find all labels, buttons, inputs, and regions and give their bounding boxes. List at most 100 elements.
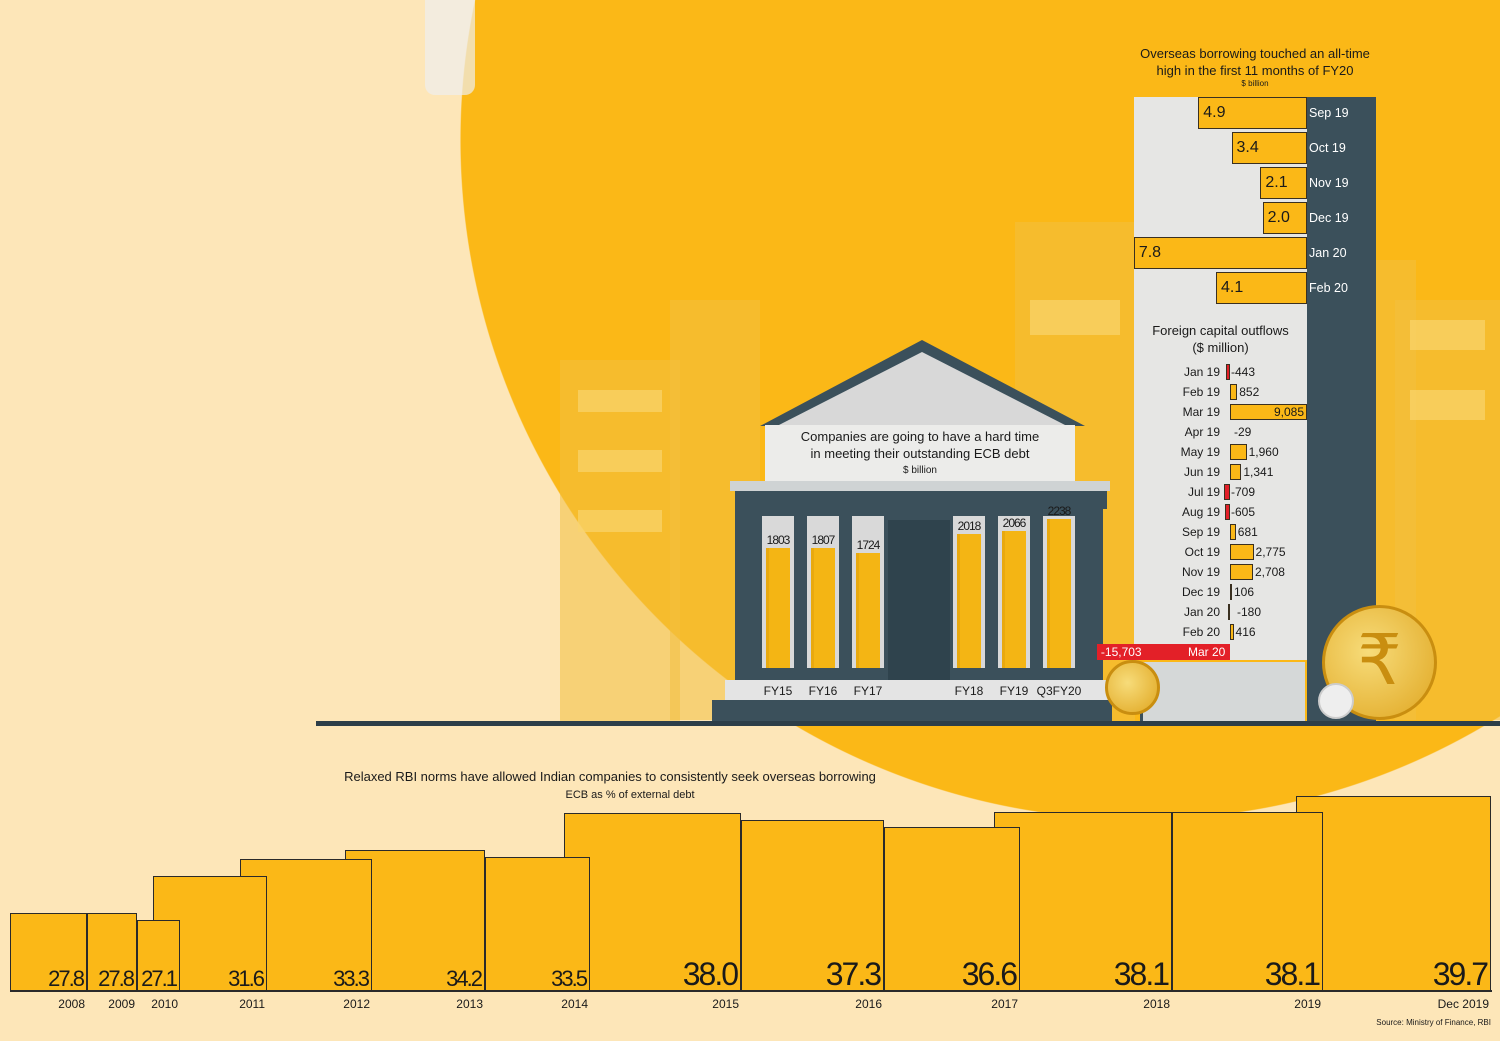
bar xyxy=(485,857,590,990)
bar xyxy=(884,826,1020,990)
column-bar xyxy=(957,533,981,668)
bar-category: Nov 19 xyxy=(1181,565,1220,579)
column-bar xyxy=(1002,530,1026,668)
bar-category: 2014 xyxy=(561,997,588,1011)
column-value: 2238 xyxy=(1047,504,1072,519)
bar-value: 34.2 xyxy=(446,966,483,991)
bar-category: Mar 20 xyxy=(1188,645,1226,659)
column-category: Q3FY20 xyxy=(1036,684,1082,698)
bar-value: 38.1 xyxy=(1113,956,1170,992)
bar-value: 9,085 xyxy=(1273,405,1304,419)
bar-category: Mar 19 xyxy=(1182,405,1220,419)
bar-category: Nov 19 xyxy=(1309,176,1349,190)
ground-line xyxy=(316,721,1500,726)
bar-value: -29 xyxy=(1234,425,1252,439)
bar-value: 416 xyxy=(1235,625,1256,639)
column-category: FY17 xyxy=(853,684,883,698)
bar-value: 33.5 xyxy=(551,966,588,991)
bar xyxy=(1230,624,1234,640)
bar xyxy=(1223,484,1230,500)
column-value: 2066 xyxy=(1002,515,1027,530)
bar-category: Dec 19 xyxy=(1181,585,1220,599)
bar-value: 681 xyxy=(1237,525,1258,539)
bar-category: Jun 19 xyxy=(1183,465,1220,479)
column-bar xyxy=(1047,519,1071,668)
bar-value: 2,775 xyxy=(1255,545,1286,559)
bar xyxy=(10,913,87,990)
bar-value: 2,708 xyxy=(1254,565,1285,579)
rupee-coin-icon: ₹ xyxy=(1322,605,1437,720)
bar xyxy=(564,813,741,990)
bar-category: Feb 20 xyxy=(1182,625,1220,639)
x-axis xyxy=(10,990,1492,992)
column-value: 1724 xyxy=(856,538,881,553)
bar xyxy=(1096,644,1230,660)
silver-coin-icon xyxy=(1318,683,1354,719)
bar xyxy=(1230,404,1307,420)
bar-category: Jan 20 xyxy=(1183,605,1220,619)
bar-value: -605 xyxy=(1231,505,1256,519)
overseas-title-line1: Overseas borrowing touched an all-time xyxy=(1140,46,1370,61)
bar-category: Aug 19 xyxy=(1181,505,1220,519)
bar: 2.0 xyxy=(1262,202,1307,234)
bar-category: Sep 19 xyxy=(1181,525,1220,539)
ecb-share-subtitle: ECB as % of external debt xyxy=(565,789,695,801)
bar-category: 2017 xyxy=(991,997,1018,1011)
bar-category: 2016 xyxy=(855,997,882,1011)
bar xyxy=(137,920,180,990)
bar xyxy=(1226,364,1230,380)
bar-value: 39.7 xyxy=(1432,956,1489,992)
column-value: 1803 xyxy=(766,533,791,548)
bar xyxy=(741,819,884,990)
overseas-unit: $ billion xyxy=(1241,79,1269,88)
bar xyxy=(1230,444,1247,460)
bar-value: 852 xyxy=(1239,385,1260,399)
bar-category: Dec 19 xyxy=(1309,211,1349,225)
bar-category: 2015 xyxy=(712,997,739,1011)
ecb-debt-unit: $ billion xyxy=(903,465,937,476)
bar-category: Apr 19 xyxy=(1184,425,1220,439)
bar-category: 2013 xyxy=(456,997,483,1011)
column-value: 2018 xyxy=(957,518,982,533)
column-bar xyxy=(856,553,880,668)
bar-value: -180 xyxy=(1237,605,1262,619)
bar-value: 38.1 xyxy=(1264,956,1321,992)
rupee-coin-icon xyxy=(1105,660,1160,715)
bar-category: 2019 xyxy=(1294,997,1321,1011)
bank-roof xyxy=(760,340,1085,426)
bar xyxy=(1224,504,1230,520)
ecb-debt-title-line2: in meeting their outstanding ECB debt xyxy=(810,446,1030,461)
overseas-title-line2: high in the first 11 months of FY20 xyxy=(1156,63,1354,78)
bar: 4.1 xyxy=(1215,272,1307,304)
bar-category: 2011 xyxy=(239,997,265,1011)
column-category: FY16 xyxy=(808,684,838,698)
outflows-title-line2: ($ million) xyxy=(1192,340,1249,355)
bank-pediment xyxy=(765,425,1075,482)
decorative-shape xyxy=(425,0,475,95)
bar xyxy=(1230,564,1253,580)
source-note: Source: Ministry of Finance, RBI xyxy=(1376,1018,1491,1027)
overseas-title: Overseas borrowing touched an all-time hi… xyxy=(1120,45,1390,89)
bar: 2.1 xyxy=(1260,167,1307,199)
column-bar xyxy=(766,548,790,668)
column-value: 1807 xyxy=(811,532,836,547)
bar-category: 2018 xyxy=(1143,997,1170,1011)
bar-value: 27.1 xyxy=(141,966,178,991)
bar-value: 36.6 xyxy=(961,956,1018,992)
bar xyxy=(1230,584,1232,600)
bar xyxy=(1230,544,1254,560)
bar-value: -709 xyxy=(1231,485,1256,499)
bar-category: May 19 xyxy=(1180,445,1220,459)
bar-category: 2010 xyxy=(151,997,178,1011)
bar-value: 27.8 xyxy=(98,966,135,991)
ecb-debt-title: Companies are going to have a hard time i… xyxy=(770,428,1070,479)
bar-category: Dec 2019 xyxy=(1437,997,1489,1011)
bar xyxy=(1230,524,1236,540)
bar-value: 27.8 xyxy=(48,966,85,991)
column-category: FY18 xyxy=(954,684,984,698)
bar-value: -443 xyxy=(1231,365,1256,379)
outflows-title: Foreign capital outflows ($ million) xyxy=(1134,322,1307,356)
bar-value: -15,703 xyxy=(1100,645,1142,659)
bar-category: Feb 19 xyxy=(1182,385,1220,399)
bar-value: 38.0 xyxy=(682,956,739,992)
